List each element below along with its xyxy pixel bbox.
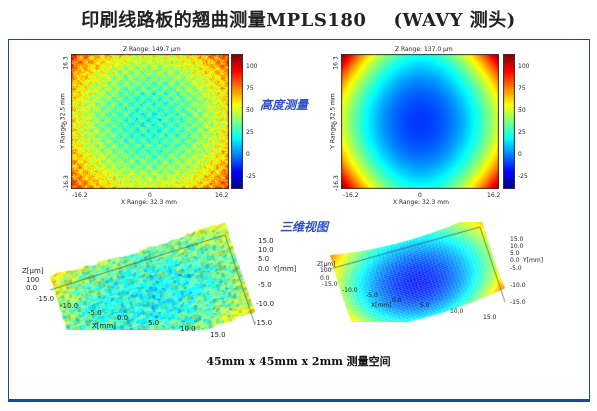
y-tick: -15.0 — [510, 299, 526, 306]
colorbar-tick: 75 — [246, 85, 254, 92]
heatmap-surface-rough — [71, 54, 229, 189]
x-tick: 15.0 — [483, 314, 497, 321]
colorbar-tick: 100 — [518, 63, 530, 70]
x-tick: 5.0 — [420, 302, 430, 309]
z-axis-label: Z[µm] — [22, 267, 44, 275]
x-tick: -15.0 — [36, 295, 55, 303]
colorbar-tick: 25 — [246, 129, 254, 136]
y-axis-label: Y Range: 32.5 mm — [329, 93, 337, 149]
y-tick-top: 16.3 — [62, 56, 70, 70]
y-tick: 15.0 — [258, 237, 274, 245]
surface-3d-smooth-canvas — [310, 222, 510, 322]
x-tick: -5.0 — [366, 292, 378, 299]
y-tick-bottom: -16.3 — [332, 175, 340, 191]
colorbar-smooth — [503, 54, 515, 189]
x-axis-label: X[mm] — [371, 302, 392, 309]
z-tick: 100 — [320, 267, 332, 274]
section-label-height: 高度测量 — [260, 98, 309, 112]
x-tick: 0.0 — [117, 314, 129, 322]
colorbar-rough — [231, 54, 243, 189]
colorbar-tick: 50 — [246, 107, 254, 114]
x-tick: 0.0 — [392, 297, 402, 304]
y-tick: 10.0 — [258, 246, 274, 254]
x-tick: 5.0 — [148, 319, 160, 327]
x-tick: 10.0 — [180, 325, 196, 333]
frame-bottom-bar — [8, 399, 590, 402]
y-tick: 10.0 — [510, 243, 524, 250]
heatmap-title: Z Range: 137.0 µm — [395, 46, 453, 53]
colorbar-tick: 0 — [518, 151, 522, 158]
y-tick: -5.0 — [510, 265, 522, 272]
y-tick: 0.0 — [510, 257, 520, 264]
heatmap-title: Z Range: 149.7 µm — [123, 46, 181, 53]
y-tick: 5.0 — [510, 250, 520, 257]
x-tick-left: -16.2 — [72, 192, 88, 199]
colorbar-tick: 25 — [518, 129, 526, 136]
x-tick: -5.0 — [88, 309, 102, 317]
x-axis-label: X Range: 32.3 mm — [393, 199, 449, 206]
y-tick: 5.0 — [258, 255, 270, 263]
x-tick: 10.0 — [450, 308, 464, 315]
z-tick: 0.0 — [320, 275, 330, 282]
colorbar-tick: 75 — [518, 85, 526, 92]
x-tick: -15.0 — [322, 281, 338, 288]
colorbar-tick: 50 — [518, 107, 526, 114]
y-tick: -10.0 — [256, 300, 275, 308]
x-axis-label: X[mm] — [92, 322, 116, 330]
x-axis-label: X Range: 32.3 mm — [121, 199, 177, 206]
y-tick: -10.0 — [510, 282, 526, 289]
x-tick-center: 0 — [418, 192, 422, 199]
y-tick: 0.0 — [258, 265, 270, 273]
y-tick-bottom: -16.3 — [62, 175, 70, 191]
x-tick-right: 16.2 — [487, 192, 501, 199]
caption: 45mm x 45mm x 2mm 测量空间 — [206, 355, 391, 368]
colorbar-tick: -25 — [246, 173, 256, 180]
y-tick: 15.0 — [510, 236, 524, 243]
y-tick: -5.0 — [258, 281, 272, 289]
surface-3d-rough-canvas — [30, 220, 260, 330]
y-axis-label: Y[mm] — [273, 265, 297, 273]
colorbar-tick: -25 — [518, 173, 528, 180]
colorbar-tick: 0 — [246, 151, 250, 158]
z-tick: 100 — [26, 276, 40, 284]
slide-title: 印刷线路板的翘曲测量MPLS180 (WAVY 测头) — [81, 10, 516, 31]
y-axis-label: Y[mm] — [523, 257, 544, 264]
x-tick-center: 0 — [148, 192, 152, 199]
heatmap-surface-smooth — [341, 54, 499, 189]
z-tick: 0.0 — [26, 284, 38, 292]
y-axis-label: Y Range: 32.5 mm — [59, 93, 67, 149]
x-tick-left: -16.2 — [343, 192, 359, 199]
y-tick: -15.0 — [254, 319, 273, 327]
x-tick: 15.0 — [210, 331, 226, 339]
x-tick: -10.0 — [60, 302, 79, 310]
y-tick-top: 16.3 — [332, 56, 340, 70]
z-axis-label: Z[µm] — [317, 261, 336, 268]
x-tick-right: 16.2 — [215, 192, 229, 199]
x-tick: -10.0 — [342, 287, 358, 294]
colorbar-tick: 100 — [246, 63, 258, 70]
